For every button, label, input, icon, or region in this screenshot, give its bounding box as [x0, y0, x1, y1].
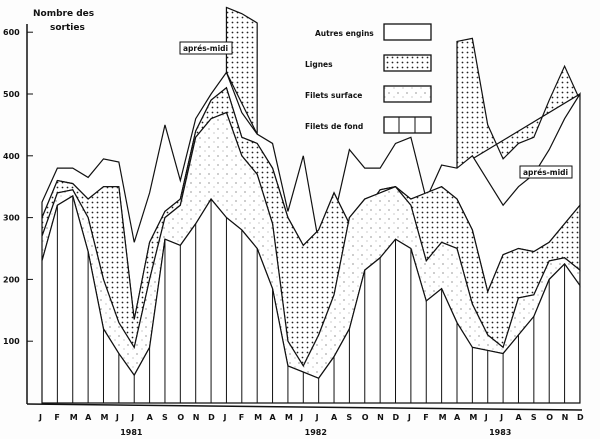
x-tick-label: M	[254, 413, 262, 422]
y-tick-label: 100	[3, 337, 20, 346]
apres-midi-area	[225, 6, 258, 135]
x-tick-label: J	[499, 413, 503, 422]
x-tick-label: J	[38, 413, 42, 422]
legend-swatch	[383, 116, 432, 134]
x-tick-label: F	[54, 413, 59, 422]
x-tick-label: D	[393, 413, 400, 422]
legend-swatch	[383, 54, 432, 72]
y-tick-label: 600	[3, 28, 20, 37]
legend-label: Filets surface	[305, 91, 362, 100]
y-tick-label: 200	[3, 275, 20, 284]
x-tick-label: N	[562, 413, 569, 422]
x-tick-label: O	[546, 413, 553, 422]
apres-midi-area	[456, 37, 581, 170]
year-label: 1982	[305, 428, 327, 437]
y-tick-label: 400	[3, 152, 20, 161]
x-tick-label: J	[222, 413, 226, 422]
legend-swatch	[383, 23, 432, 41]
y-tick-label: 500	[3, 90, 20, 99]
y-axis-label-line1: Nombre des	[33, 9, 94, 19]
year-label: 1983	[489, 428, 511, 437]
x-axis	[26, 403, 583, 411]
year-label: 1981	[120, 428, 143, 437]
x-tick-label: J	[315, 413, 319, 422]
legend-label: Lignes	[305, 60, 333, 69]
x-tick-label: A	[331, 413, 338, 422]
x-tick-label: M	[100, 413, 108, 422]
x-tick-label: S	[531, 413, 537, 422]
x-tick-label: J	[484, 413, 488, 422]
x-tick-label: J	[299, 413, 303, 422]
x-tick-label: A	[454, 413, 461, 422]
x-tick-label: A	[147, 413, 154, 422]
x-tick-label: J	[115, 413, 119, 422]
x-tick-label: O	[177, 413, 184, 422]
x-tick-label: D	[208, 413, 215, 422]
x-tick-label: O	[362, 413, 369, 422]
x-tick-label: S	[162, 413, 168, 422]
x-tick-label: D	[577, 413, 584, 422]
y-tick-label: 300	[3, 214, 20, 223]
apres-midi-box	[179, 41, 233, 55]
x-tick-label: S	[346, 413, 352, 422]
x-tick-label: M	[439, 413, 447, 422]
x-tick-label: M	[285, 413, 293, 422]
apres-midi-box	[519, 165, 573, 179]
x-tick-label: A	[270, 413, 277, 422]
x-tick-label: M	[70, 413, 78, 422]
apres-midi-label: aprés-midi	[183, 44, 228, 53]
x-tick-label: N	[193, 413, 200, 422]
x-tick-label: F	[239, 413, 244, 422]
y-axis-label-line2: sorties	[50, 23, 85, 33]
x-tick-label: F	[423, 413, 428, 422]
x-tick-label: M	[469, 413, 477, 422]
legend-label: Autres engins	[315, 29, 374, 38]
legend-swatch	[383, 85, 432, 103]
x-tick-label: N	[377, 413, 384, 422]
x-tick-label: J	[407, 413, 411, 422]
apres-midi-label: aprés-midi	[523, 168, 568, 177]
x-tick-label: A	[515, 413, 522, 422]
x-tick-label: A	[85, 413, 92, 422]
x-tick-label: J	[130, 413, 134, 422]
legend-label: Filets de fond	[305, 122, 363, 131]
